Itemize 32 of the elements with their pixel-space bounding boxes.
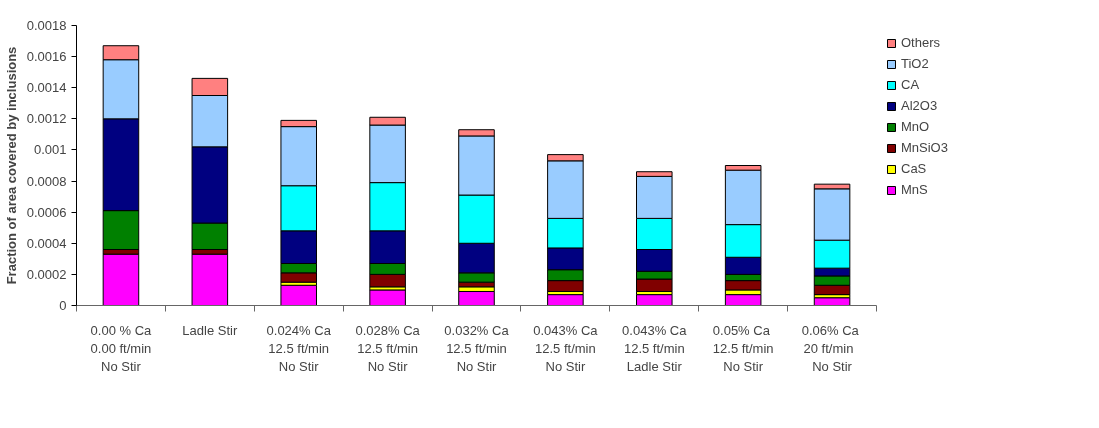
legend-label: TiO2: [901, 56, 929, 71]
x-tick-label: 0.028% Ca 12.5 ft/min No Stir: [355, 322, 421, 374]
legend-label: Al2O3: [901, 98, 938, 113]
x-tick-label: 0.032% Ca 12.5 ft/min No Stir: [444, 322, 510, 374]
legend-label: MnS: [901, 182, 928, 197]
x-tick-label: 0.024% Ca 12.5 ft/min No Stir: [266, 322, 332, 374]
y-tick-label: 0.0018: [26, 18, 67, 33]
legend-label: MnSiO3: [901, 140, 948, 155]
x-tick-label: 0.00 % Ca 0.00 ft/min No Stir: [90, 322, 153, 374]
legend-label: CaS: [901, 161, 927, 176]
bar: [458, 291, 495, 306]
legend-label: CA: [901, 77, 921, 92]
y-tick-label: 0.0004: [26, 235, 67, 251]
legend-label: MnO: [901, 119, 930, 134]
y-tick-label: 0.0012: [26, 111, 67, 127]
y-axis-title: Fraction of area covered by inclusions: [3, 46, 19, 285]
y-tick-label: 0.0008: [26, 173, 67, 189]
x-tick-label: 0.05% Ca 12.5 ft/min No Stir: [712, 322, 774, 374]
y-tick-label: 0: [59, 298, 67, 313]
legend-label: Others: [901, 35, 941, 50]
bar: [280, 284, 317, 306]
y-tick-label: 0.0014: [26, 80, 67, 96]
x-tick-label: Ladle Stir: [182, 322, 238, 338]
x-tick-label: 0.06% Ca 20 ft/min No Stir: [801, 322, 860, 374]
bar: [102, 253, 140, 306]
x-tick-label: 0.043% Ca 12.5 ft/min No Stir: [533, 322, 599, 374]
y-tick-label: 0.0002: [26, 266, 67, 282]
y-tick-label: 0.0006: [26, 204, 67, 220]
y-tick-label: 0.001: [33, 142, 67, 158]
y-tick-label: 0.0016: [26, 49, 67, 65]
x-tick-label: 0.043% Ca 12.5 ft/min Ladle Stir: [622, 322, 688, 374]
bar: [191, 253, 229, 306]
